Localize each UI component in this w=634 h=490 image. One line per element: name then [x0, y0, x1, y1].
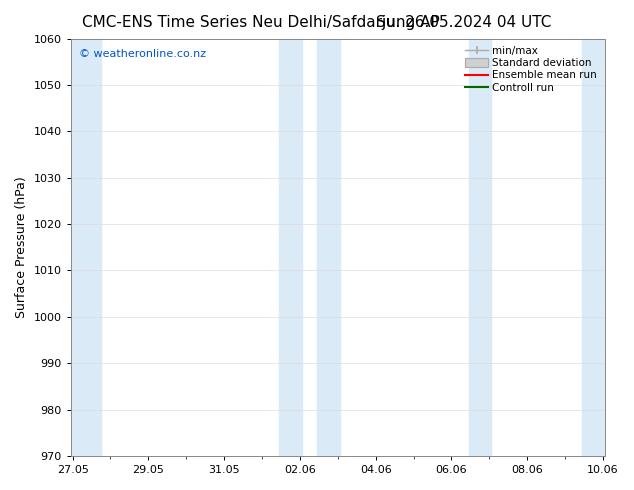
Legend: min/max, Standard deviation, Ensemble mean run, Controll run: min/max, Standard deviation, Ensemble me… — [463, 44, 599, 95]
Text: Su. 26.05.2024 04 UTC: Su. 26.05.2024 04 UTC — [376, 15, 552, 30]
Bar — [469, 39, 491, 456]
Y-axis label: Surface Pressure (hPa): Surface Pressure (hPa) — [15, 176, 28, 318]
Bar — [582, 39, 605, 456]
Bar — [279, 39, 302, 456]
Text: © weatheronline.co.nz: © weatheronline.co.nz — [79, 49, 206, 59]
Bar — [71, 39, 101, 456]
Bar — [317, 39, 340, 456]
Text: CMC-ENS Time Series Neu Delhi/Safdarjung AP: CMC-ENS Time Series Neu Delhi/Safdarjung… — [82, 15, 440, 30]
